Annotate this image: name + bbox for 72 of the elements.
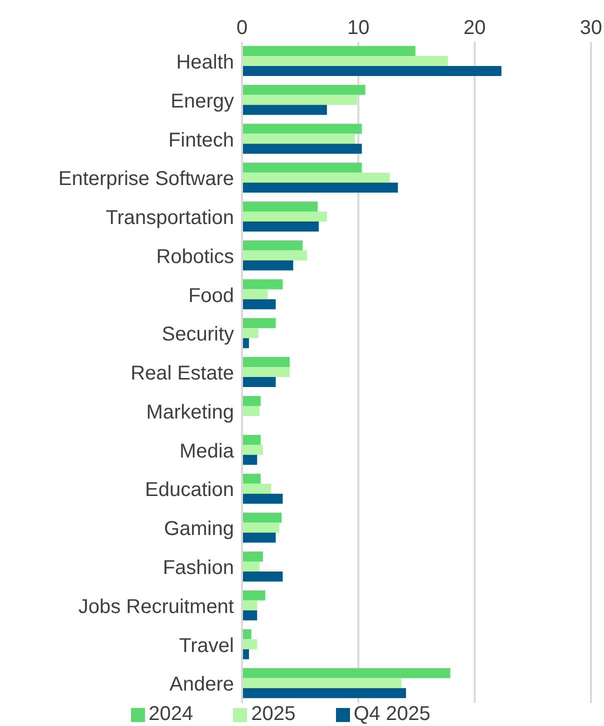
bar [242, 46, 416, 56]
bar [242, 182, 398, 193]
y-tick-label: Energy [170, 90, 234, 112]
bar [242, 318, 276, 328]
x-tick-label: 10 [347, 17, 370, 39]
bar [242, 377, 276, 388]
bar [242, 56, 448, 66]
bar [242, 250, 308, 260]
legend-label: Q4 2025 [354, 703, 430, 725]
bar [242, 639, 258, 650]
bar [242, 668, 450, 678]
legend-label: 2024 [148, 703, 194, 725]
bar [242, 434, 261, 445]
y-tick-label: Media [180, 440, 235, 462]
bar [242, 328, 258, 338]
y-tick-label: Jobs Recruitment [78, 596, 234, 618]
bar [242, 396, 261, 406]
bar [242, 66, 502, 76]
y-tick-label: Transportation [106, 207, 234, 230]
bar [242, 571, 283, 582]
bar [242, 551, 263, 562]
y-tick-label: Robotics [156, 246, 234, 268]
bar [242, 678, 402, 688]
bar [242, 454, 258, 465]
bar [242, 522, 280, 533]
y-tick-label: Education [145, 479, 234, 502]
bar [242, 104, 327, 115]
y-tick-label: Travel [179, 634, 234, 657]
y-tick-label: Andere [170, 674, 234, 696]
bar [242, 629, 252, 640]
bar [242, 512, 282, 523]
bar [242, 94, 358, 105]
bar [242, 279, 283, 290]
y-tick-label: Fashion [162, 557, 234, 580]
y-tick-label: Real Estate [130, 362, 234, 385]
x-tick-label: 30 [580, 17, 602, 39]
y-tick-label: Marketing [146, 401, 234, 424]
bar [242, 600, 258, 610]
bar [242, 610, 258, 620]
bar [242, 84, 366, 95]
bar [242, 357, 290, 368]
x-tick-label: 20 [464, 17, 486, 39]
legend-label: 2025 [251, 703, 296, 725]
y-tick-label: Security [162, 324, 234, 346]
bar [242, 532, 276, 543]
bar [242, 289, 268, 300]
bar [242, 162, 362, 173]
bar [242, 561, 260, 572]
bar [242, 212, 327, 222]
bar [242, 688, 406, 698]
y-tick-label: Gaming [164, 518, 234, 540]
bar [242, 260, 294, 270]
bar [242, 202, 318, 212]
y-tick-label: Fintech [168, 129, 234, 152]
bar [242, 444, 263, 455]
bar [242, 494, 283, 504]
bar [242, 474, 261, 484]
bar [242, 367, 290, 378]
x-tick-label: 0 [236, 17, 248, 39]
bar [242, 590, 266, 600]
bar [242, 134, 355, 144]
y-tick-label: Health [176, 52, 234, 74]
y-tick-label: Enterprise Software [58, 168, 234, 190]
bar [242, 299, 276, 310]
bar [242, 484, 272, 494]
bar [242, 124, 362, 134]
bar [242, 172, 390, 183]
bar [242, 406, 260, 416]
bar [242, 222, 319, 232]
bar [242, 240, 302, 250]
bar [242, 144, 362, 154]
y-tick-label: Food [188, 284, 234, 307]
